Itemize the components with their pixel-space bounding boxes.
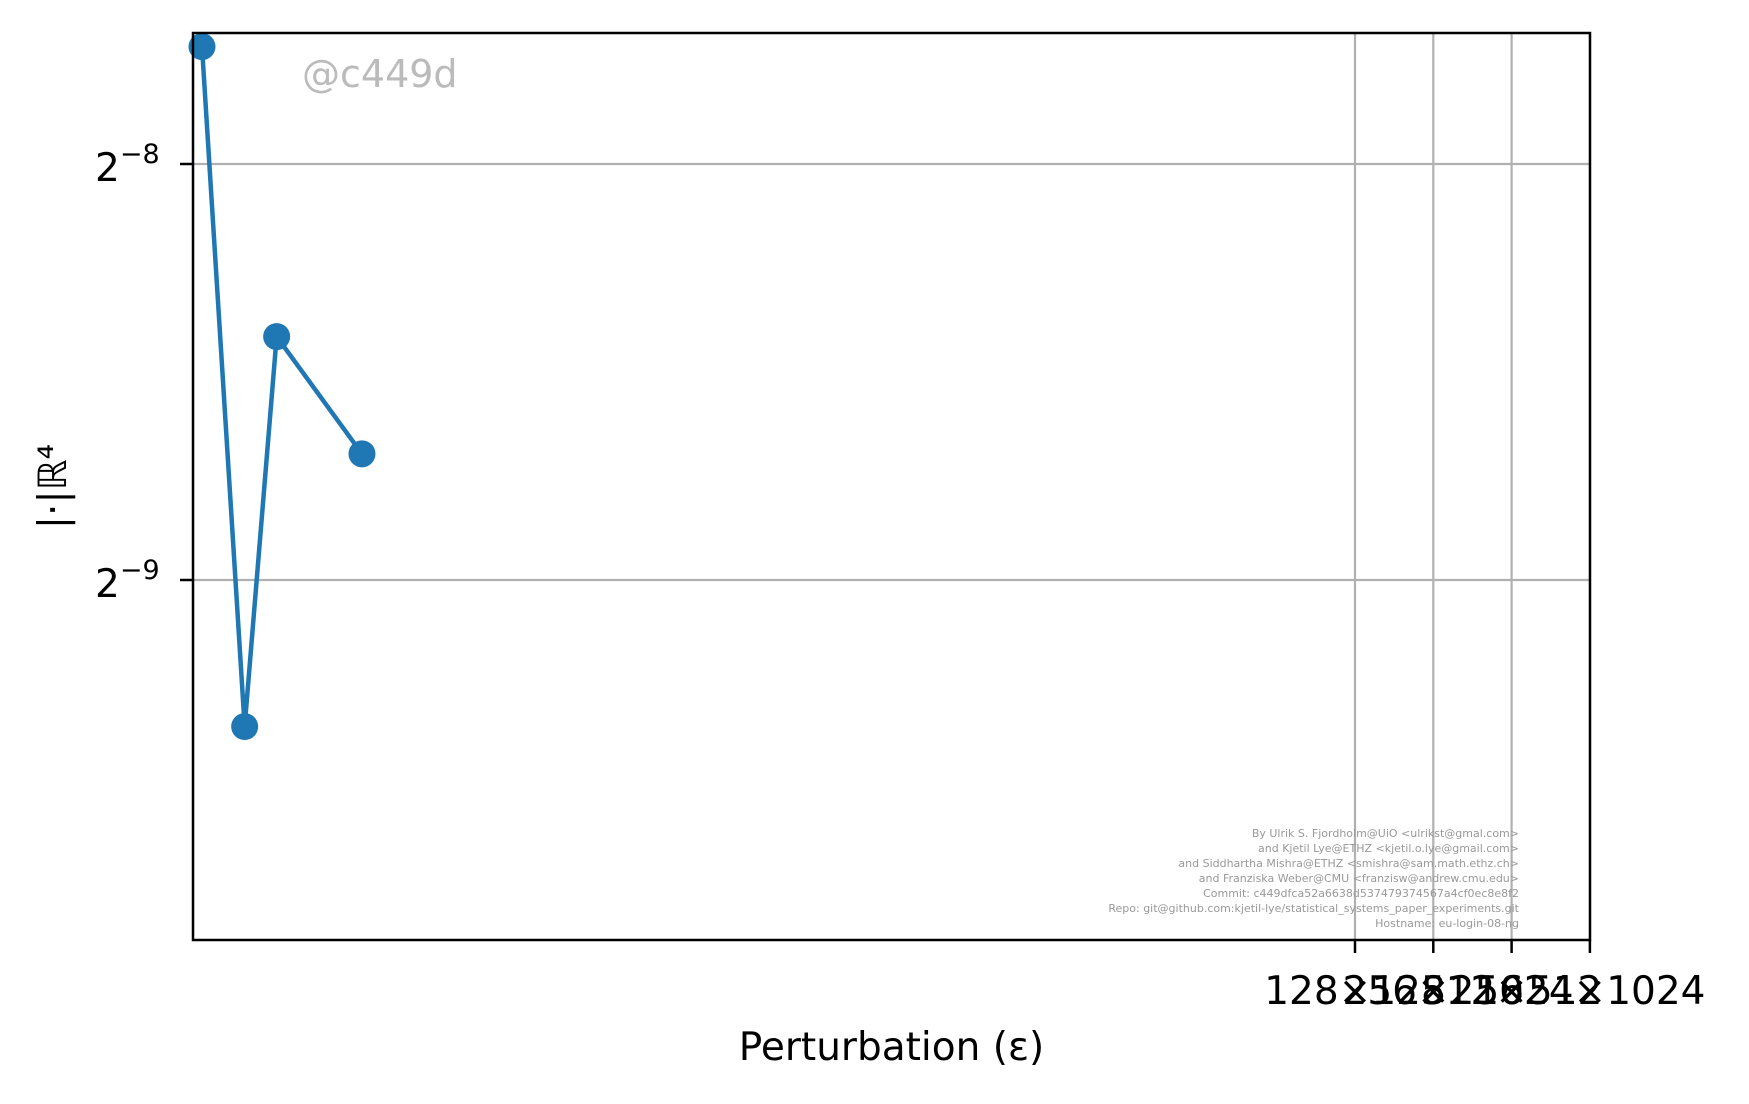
credit-line-6: Hostname: eu-login-08-ng (1375, 917, 1519, 930)
x-axis-label: Perturbation (ε) (739, 1025, 1044, 1070)
data-point-0 (188, 33, 216, 61)
x-tick-label-0: 128×128 (1264, 969, 1446, 1014)
data-point-2 (263, 323, 291, 351)
credit-line-2: and Siddhartha Mishra@ETHZ <smishra@sam.… (1178, 857, 1519, 870)
data-point-3 (348, 440, 376, 468)
credits-block: By Ulrik S. Fjordholm@UiO <ulrikst@gmal.… (1108, 827, 1519, 930)
axes-frame (191, 31, 1592, 942)
y-tick-label-1: 2−9 (95, 555, 160, 607)
credit-line-1: and Kjetil Lye@ETHZ <kjetil.o.lye@gmail.… (1258, 842, 1519, 855)
data-point-1 (231, 713, 259, 741)
credit-line-0: By Ulrik S. Fjordholm@UiO <ulrikst@gmal.… (1252, 827, 1519, 840)
watermark: @c449d (302, 52, 458, 96)
series-line-0 (199, 46, 364, 729)
x-tick-label-3: 1024×1024 (1474, 969, 1705, 1014)
x-tick-label-2: 512×512 (1421, 969, 1603, 1014)
credit-line-5: Repo: git@github.com:kjetil-lye/statisti… (1108, 902, 1519, 915)
credit-line-4: Commit: c449dfca52a6638d537479374567a4cf… (1203, 887, 1519, 900)
y-tick-label-0: 2−8 (95, 139, 160, 191)
x-tick-label-1: 256×256 (1343, 969, 1525, 1014)
y-axis-label: |·|ℝ⁴ (31, 444, 76, 529)
credit-line-3: and Franziska Weber@CMU <franzisw@andrew… (1199, 872, 1519, 885)
